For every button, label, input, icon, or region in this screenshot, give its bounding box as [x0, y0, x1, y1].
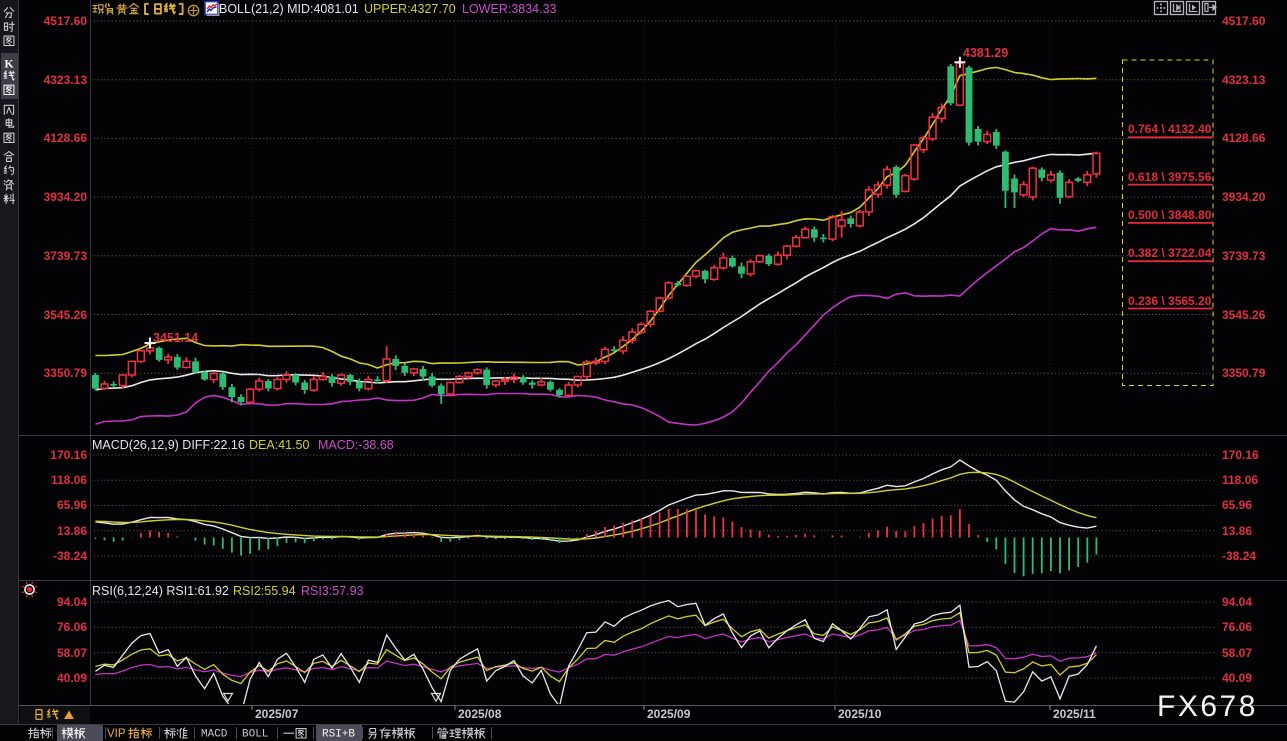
- svg-text:MACD: MACD: [201, 729, 228, 741]
- svg-text:VIP: VIP: [107, 728, 126, 740]
- svg-text:BOLL: BOLL: [242, 729, 268, 741]
- svg-text:RSI+B: RSI+B: [322, 729, 355, 741]
- svg-text:K: K: [4, 57, 14, 71]
